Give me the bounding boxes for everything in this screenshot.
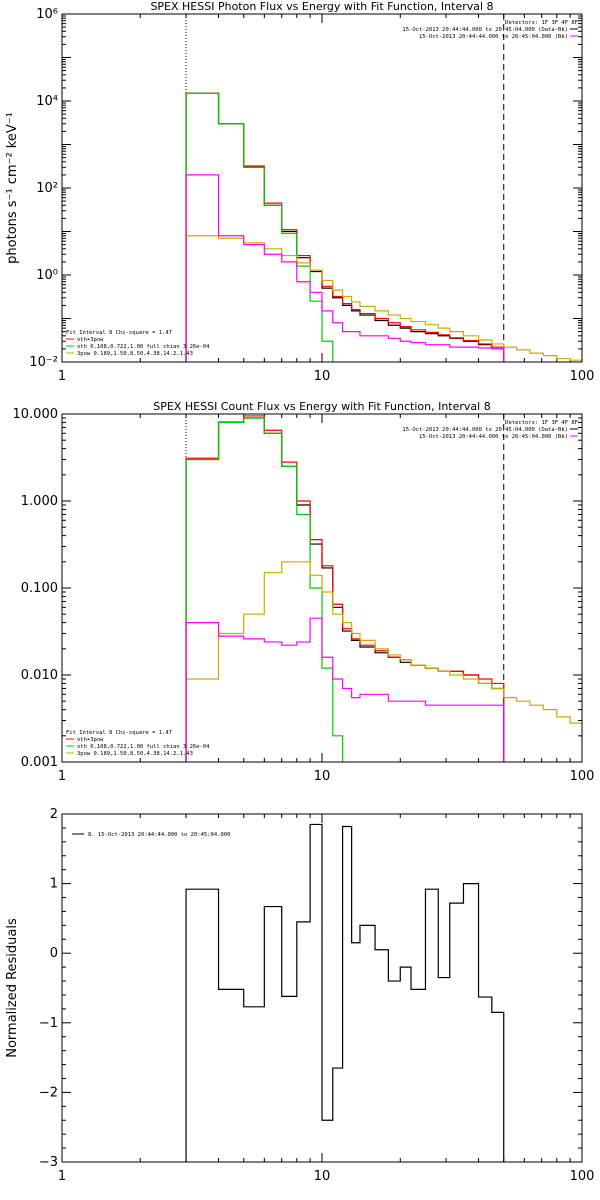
series-group [185, 415, 582, 762]
fit-legend-title: Fit Interval 8 Chi-square = 1.47 [66, 730, 172, 736]
x-tick-label: 10 [314, 1169, 331, 1184]
x-tick-label: 1 [58, 769, 66, 784]
series-line-0 [185, 417, 505, 762]
series-group [185, 92, 582, 362]
y-tick-label: 0.010 [21, 668, 58, 683]
fit-legend-entry: vth+3pow [77, 737, 104, 743]
y-tick-label: 2 [50, 807, 58, 822]
plot-frame [61, 413, 583, 763]
y-tick-label: 0 [50, 946, 58, 961]
series-line-3 [185, 561, 582, 762]
y-tick-label: −2 [39, 1085, 58, 1100]
series-line-1 [185, 415, 505, 762]
y-axis-label: Normalized Residuals [5, 918, 20, 1058]
fit-legend-entry: vth 0.108,0.722,1.00 full chian 3.26e-04 [77, 344, 210, 350]
fit-legend-title: Fit Interval 8 Chi-square = 1.47 [66, 330, 172, 336]
series-line-0 [185, 92, 505, 362]
fit-legend-entry: 3pow 0.189,1.50,8.50,4.38,14.2,1.43 [77, 351, 193, 357]
fit-legend-entry: 3pow 0.189,1.50,8.50,4.38,14.2,1.43 [77, 751, 193, 757]
y-tick-label: 10² [36, 181, 58, 196]
legend-entry: 15-Oct-2013 20:44:44.000 to 20:45:04.000… [419, 434, 568, 440]
y-tick-label: 10⁶ [36, 7, 58, 22]
series-line-4 [185, 617, 505, 762]
series-line-3 [185, 235, 582, 362]
x-tick-label: 10 [314, 769, 331, 784]
y-tick-label: 10⁻² [29, 355, 58, 370]
chart-title: SPEX HESSI Count Flux vs Energy with Fit… [153, 400, 490, 413]
fit-legend-entry: vth 0.108,0.722,1.00 full chian 3.26e-04 [77, 744, 210, 750]
y-tick-label: 1 [50, 877, 58, 892]
chart-title: SPEX HESSI Photon Flux vs Energy with Fi… [150, 0, 493, 13]
x-tick-label: 100 [570, 369, 595, 384]
y-tick-label: 10⁰ [36, 268, 58, 283]
y-tick-label: −3 [39, 1155, 58, 1170]
y-tick-label: 0.001 [21, 755, 58, 770]
plot-frame [61, 813, 583, 1163]
series-line-2 [185, 417, 344, 762]
plot-frame [61, 13, 583, 363]
chart-2: SPEX HESSI Count Flux vs Energy with Fit… [13, 400, 595, 784]
series-group [185, 823, 505, 1162]
legend-entry: 15-Oct-2013 20:44:44.000 to 20:45:04.000… [419, 34, 568, 40]
residual-legend-entry: 8. 15-Oct-2013 20:44:44.000 to 20:45:04.… [88, 832, 230, 838]
legend-title: Detectors: 1F 3F 4F 8F [505, 20, 578, 26]
x-tick-label: 100 [570, 769, 595, 784]
legend-title: Detectors: 1F 3F 4F 8F [505, 420, 578, 426]
y-tick-label: 0.100 [21, 581, 58, 596]
series-line-1 [185, 92, 505, 362]
chart-1: SPEX HESSI Photon Flux vs Energy with Fi… [5, 0, 594, 384]
y-axis-label: photons s⁻¹ cm⁻² keV⁻¹ [5, 112, 20, 264]
x-tick-label: 1 [58, 369, 66, 384]
legend-entry: 15-Oct-2013 20:44:44.000 to 20:45:04.000… [402, 427, 568, 433]
x-tick-label: 10 [314, 369, 331, 384]
series-line-0 [185, 823, 505, 1162]
x-tick-label: 100 [570, 1169, 595, 1184]
series-line-2 [185, 92, 334, 362]
legend-entry: 15-Oct-2013 20:44:44.000 to 20:45:04.000… [402, 27, 568, 33]
y-tick-label: 10⁴ [36, 94, 58, 109]
y-tick-label: −1 [39, 1016, 58, 1031]
y-tick-label: 10.000 [13, 407, 59, 422]
fit-legend-entry: vth+3pow [77, 337, 104, 343]
y-tick-label: 1.000 [21, 494, 58, 509]
series-line-4 [185, 174, 505, 362]
chart-3: Normalized Residuals 1 10 100 −3 −2 −1 0 1 2 8. 15… [5, 807, 594, 1184]
x-tick-label: 1 [58, 1169, 66, 1184]
